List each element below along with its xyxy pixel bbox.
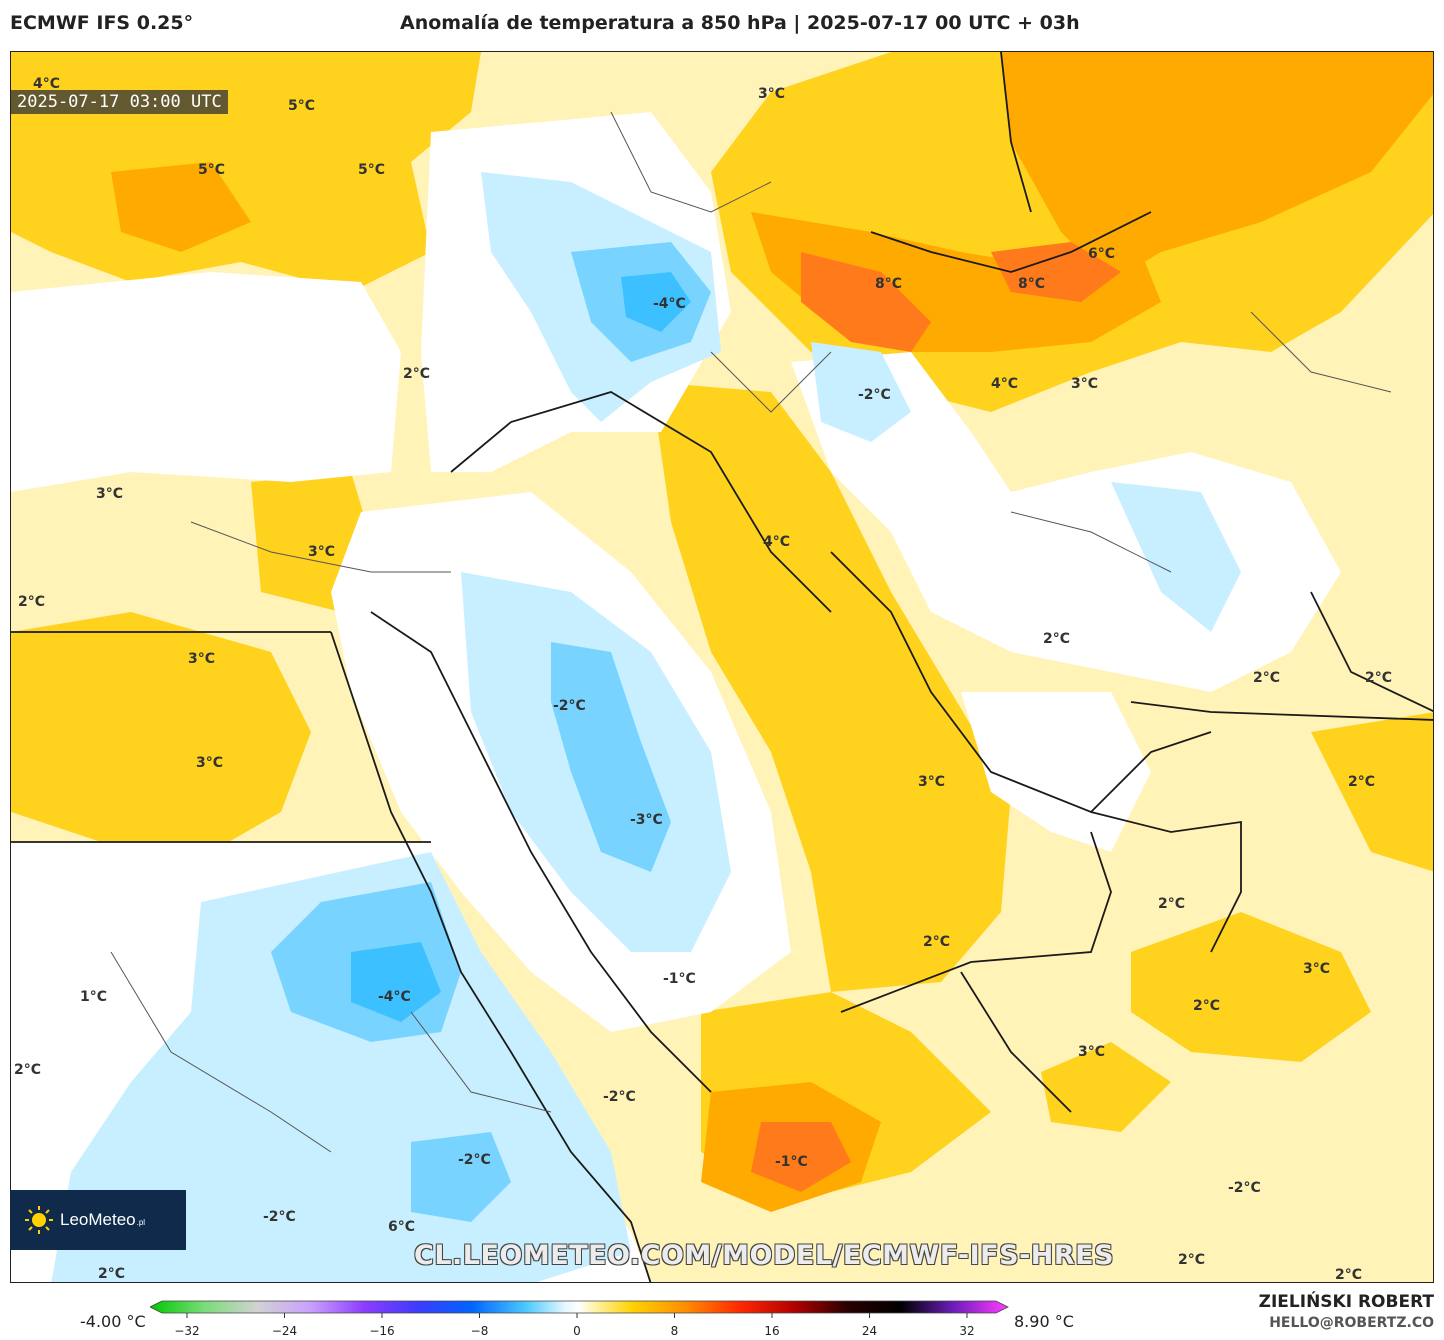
colorbar-tick-label: 8 xyxy=(671,1324,679,1338)
hot-anomaly-areas xyxy=(111,52,1433,1212)
contour-label: 3°C xyxy=(188,651,215,667)
valid-time-badge: 2025-07-17 03:00 UTC xyxy=(11,90,228,114)
contour-label: 3°C xyxy=(918,774,945,790)
sun-icon xyxy=(25,1206,53,1234)
contour-label: -2°C xyxy=(603,1089,636,1105)
source-url-watermark[interactable]: CL.LEOMETEO.COM/MODEL/ECMWF-IFS-HRES xyxy=(414,1240,1115,1271)
contour-label: 4°C xyxy=(33,76,60,92)
contour-label: -2°C xyxy=(553,698,586,714)
author-name: ZIELIŃSKI ROBERT xyxy=(1258,1292,1434,1312)
contour-label: 5°C xyxy=(288,98,315,114)
colorbar-tick-label: −32 xyxy=(174,1324,199,1338)
map-title: Anomalía de temperatura a 850 hPa | 2025… xyxy=(400,12,1080,34)
contour-label: 6°C xyxy=(1088,246,1115,262)
leometeo-logo[interactable]: LeoMeteo.pl xyxy=(10,1190,186,1250)
colorbar-tick-label: 0 xyxy=(573,1324,581,1338)
contour-label: 6°C xyxy=(388,1219,415,1235)
contour-label: 3°C xyxy=(1071,376,1098,392)
contour-label: 3°C xyxy=(1078,1044,1105,1060)
coldest-anomaly-areas xyxy=(351,272,691,1022)
contour-label: 2°C xyxy=(1158,896,1185,912)
contour-label: 5°C xyxy=(198,162,225,178)
contour-label: 2°C xyxy=(403,366,430,382)
contour-label: -2°C xyxy=(458,1152,491,1168)
colorbar-tick-label: 32 xyxy=(959,1324,974,1338)
contour-label: 8°C xyxy=(875,276,902,292)
anomaly-map: 4°C 5°C 5°C 5°C 3°C 6°C 8°C 8°C -4°C 2°C -2°C 4°C 3°… xyxy=(10,51,1434,1283)
logo-text: LeoMeteo.pl xyxy=(60,1210,146,1229)
colorbar-gradient xyxy=(150,1300,1009,1314)
colorbar-ticks: −32 −24 −16 −8 0 8 16 24 32 xyxy=(174,1313,975,1338)
contour-label: -3°C xyxy=(630,812,663,828)
contour-label: -2°C xyxy=(858,387,891,403)
contour-label: 8°C xyxy=(1018,276,1045,292)
contour-label: 4°C xyxy=(763,534,790,550)
contour-label: 2°C xyxy=(14,1062,41,1078)
contour-label: 5°C xyxy=(358,162,385,178)
internal-boundaries xyxy=(110,111,1392,1153)
contour-label: -4°C xyxy=(653,296,686,312)
colorbar-tick-label: −16 xyxy=(369,1324,394,1338)
colorbar-tick-label: −24 xyxy=(272,1324,297,1338)
contour-label: 4°C xyxy=(991,376,1018,392)
contour-label: 2°C xyxy=(1178,1252,1205,1268)
contour-label: 3°C xyxy=(1303,961,1330,977)
contour-label: 2°C xyxy=(1348,774,1375,790)
contour-label: -1°C xyxy=(663,971,696,987)
colorbar: −32 −24 −16 −8 0 8 16 24 32 xyxy=(150,1300,1009,1338)
colorbar-min-label: -4.00 °C xyxy=(80,1312,146,1331)
colorbar-tick-label: 24 xyxy=(862,1324,877,1338)
borders-and-coastlines xyxy=(11,52,1433,1282)
colorbar-tick-label: −8 xyxy=(471,1324,489,1338)
contour-label: -2°C xyxy=(1228,1180,1261,1196)
contour-label: 2°C xyxy=(1193,998,1220,1014)
contour-labels: 4°C 5°C 5°C 5°C 3°C 6°C 8°C 8°C -4°C 2°C -2°C 4°C 3°… xyxy=(14,76,1392,1283)
contour-label: 2°C xyxy=(923,934,950,950)
contour-label: 2°C xyxy=(1335,1267,1362,1283)
contour-label: 1°C xyxy=(80,989,107,1005)
contour-label: 2°C xyxy=(1365,670,1392,686)
contour-label: 3°C xyxy=(308,544,335,560)
very-hot-anomaly-areas xyxy=(751,242,1121,1192)
contour-label: 2°C xyxy=(18,594,45,610)
colorbar-tick-label: 16 xyxy=(764,1324,779,1338)
contour-label: 2°C xyxy=(98,1266,125,1282)
colorbar-max-label: 8.90 °C xyxy=(1014,1312,1074,1331)
contour-label: -1°C xyxy=(775,1154,808,1170)
contour-label: 3°C xyxy=(758,86,785,102)
contour-label: 2°C xyxy=(1043,631,1070,647)
model-name: ECMWF IFS 0.25° xyxy=(10,12,194,34)
contour-label: 3°C xyxy=(96,486,123,502)
map-canvas: 4°C 5°C 5°C 5°C 3°C 6°C 8°C 8°C -4°C 2°C -2°C 4°C 3°… xyxy=(11,52,1433,1283)
contour-label: 2°C xyxy=(1253,670,1280,686)
contour-label: -2°C xyxy=(263,1209,296,1225)
contour-label: -4°C xyxy=(378,989,411,1005)
author-email[interactable]: HELLO@ROBERTZ.CO xyxy=(1269,1315,1434,1331)
contour-label: 3°C xyxy=(196,755,223,771)
